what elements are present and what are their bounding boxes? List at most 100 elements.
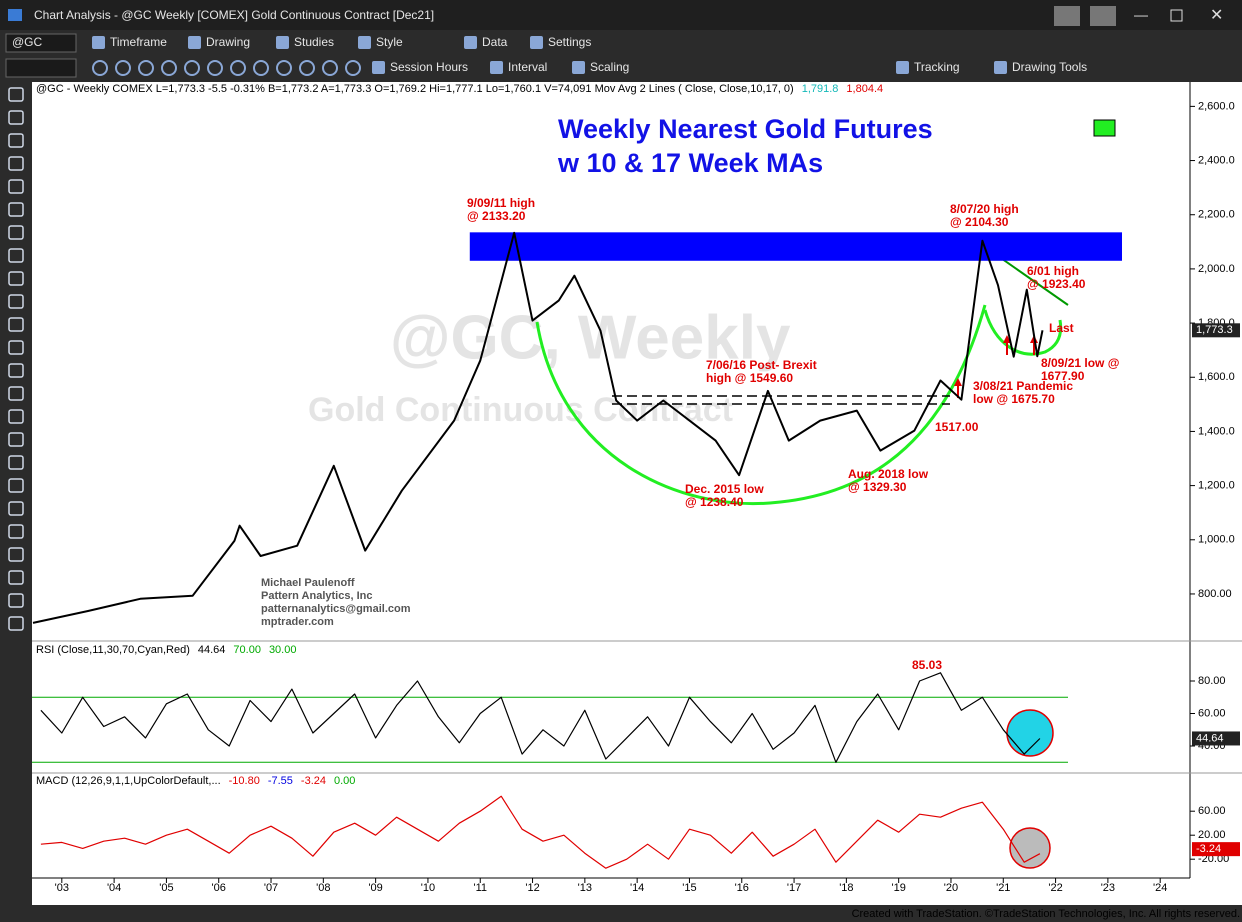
x-tick-label: '14 <box>630 882 644 894</box>
y-tick-label: 2,600.0 <box>1198 100 1235 112</box>
tool-icon[interactable] <box>322 60 338 76</box>
x-tick-label: '17 <box>787 882 801 894</box>
macd-header: MACD (12,26,9,1,1,UpColorDefault,... -10.… <box>36 775 355 787</box>
drawing-tool[interactable] <box>8 294 24 309</box>
drawing-tool[interactable] <box>8 179 24 194</box>
author-line: Michael Paulenoff <box>261 577 355 589</box>
left-toolbar <box>8 87 24 631</box>
header-text: @GC - Weekly COMEX L=1,773.3 -5.5 -0.31%… <box>36 83 794 95</box>
tool-icon[interactable] <box>299 60 315 76</box>
minimize[interactable]: — <box>1134 7 1148 23</box>
x-tick-label: '13 <box>578 882 592 894</box>
toolbar-item[interactable]: Tracking <box>914 60 960 74</box>
tool-icon[interactable] <box>207 60 223 76</box>
tool-icon[interactable] <box>138 60 154 76</box>
tool-icon[interactable] <box>161 60 177 76</box>
drawing-tool[interactable] <box>8 409 24 424</box>
app-icon <box>8 9 22 21</box>
drawing-tool[interactable] <box>8 202 24 217</box>
drawing-tool[interactable] <box>8 317 24 332</box>
drawing-tool[interactable] <box>8 570 24 585</box>
tool-icon <box>92 36 105 49</box>
drawing-tool[interactable] <box>8 524 24 539</box>
x-tick-label: '09 <box>368 882 382 894</box>
interval-box[interactable] <box>5 58 77 78</box>
toolbar-item[interactable]: Style <box>376 35 403 49</box>
drawing-tool[interactable] <box>8 271 24 286</box>
window-title: Chart Analysis - @GC Weekly [COMEX] Gold… <box>34 8 434 22</box>
tool-icon <box>572 61 585 74</box>
annotation: @ 1238.40 <box>685 495 744 509</box>
drawing-tool[interactable] <box>8 616 24 631</box>
y-tick-label: 20.00 <box>1198 829 1226 841</box>
x-tick-label: '06 <box>212 882 226 894</box>
toolbar-item[interactable]: Interval <box>508 60 547 74</box>
drawing-tool[interactable] <box>8 593 24 608</box>
toolbar-item[interactable]: Data <box>482 35 508 49</box>
drawing-tool[interactable] <box>8 156 24 171</box>
annotation: low @ 1675.70 <box>973 392 1055 406</box>
tool-icon <box>530 36 543 49</box>
drawing-tool[interactable] <box>8 386 24 401</box>
ma1-readout: 1,791.8 <box>802 83 839 95</box>
drawing-tool[interactable] <box>8 547 24 562</box>
tool-icon[interactable] <box>230 60 246 76</box>
x-tick-label: '24 <box>1153 882 1167 894</box>
toolbar-item[interactable]: Settings <box>548 35 591 49</box>
watermark-name: Gold Continuous Contract <box>308 391 733 429</box>
drawing-tool[interactable] <box>8 248 24 263</box>
x-tick-label: '23 <box>1101 882 1115 894</box>
x-tick-label: '22 <box>1048 882 1062 894</box>
toolbar-item[interactable]: Drawing Tools <box>1012 60 1087 74</box>
y-tick-label: 1,600.0 <box>1198 371 1235 383</box>
tool-icon <box>994 61 1007 74</box>
chart-area <box>32 82 1242 905</box>
macd-title: MACD (12,26,9,1,1,UpColorDefault,... <box>36 775 221 787</box>
toolbar-item[interactable]: Session Hours <box>390 60 468 74</box>
y-tick-label: 2,200.0 <box>1198 209 1235 221</box>
tool-icon[interactable] <box>276 60 292 76</box>
annotation: @ 2104.30 <box>950 215 1009 229</box>
close[interactable]: ✕ <box>1210 7 1223 24</box>
drawing-tool[interactable] <box>8 340 24 355</box>
drawing-tool[interactable] <box>8 501 24 516</box>
symbol: @GC <box>12 35 43 49</box>
toolbar-row-1: Timeframe Drawing Studies Style Data Settings <box>92 35 591 49</box>
drawing-tool[interactable] <box>8 225 24 240</box>
symbol-box[interactable] <box>5 33 77 53</box>
tool-icon[interactable] <box>92 60 108 76</box>
ma2-readout: 1,804.4 <box>846 83 883 95</box>
x-tick-label: '15 <box>682 882 696 894</box>
drawing-tool[interactable] <box>8 133 24 148</box>
drawing-tool[interactable] <box>8 455 24 470</box>
s-button[interactable] <box>1054 6 1080 26</box>
macd-readout: 0.00 <box>334 775 355 787</box>
toolbar-item[interactable]: Scaling <box>590 60 629 74</box>
toolbar-item[interactable]: Studies <box>294 35 334 49</box>
macd-highlight <box>1009 827 1051 869</box>
drawing-tool[interactable] <box>8 110 24 125</box>
toolbar-item[interactable]: Drawing <box>206 35 250 49</box>
x-tick-label: '10 <box>421 882 435 894</box>
annotation: Aug. 2018 low <box>848 467 929 481</box>
macd-readout: -10.80 <box>229 775 260 787</box>
tool-icon[interactable] <box>253 60 269 76</box>
annotation: 7/06/16 Post- Brexit <box>706 358 817 372</box>
tool-icon[interactable] <box>115 60 131 76</box>
x-tick-label: '03 <box>55 882 69 894</box>
drawing-tool[interactable] <box>8 432 24 447</box>
y-tick-label: 60.00 <box>1198 707 1226 719</box>
tool-icon[interactable] <box>345 60 361 76</box>
toolbar-item[interactable]: Timeframe <box>110 35 167 49</box>
rounding-bottom-arc <box>535 304 987 506</box>
maximize[interactable] <box>1170 9 1183 22</box>
tool-icon[interactable] <box>184 60 200 76</box>
last-value-label: 44.64 <box>1196 732 1224 744</box>
drawing-tool[interactable] <box>8 363 24 378</box>
y-tick-label: 800.00 <box>1198 588 1232 600</box>
drawing-tool[interactable] <box>8 478 24 493</box>
annotation: Dec. 2015 low <box>685 482 764 496</box>
drawing-tool[interactable] <box>8 87 24 102</box>
i-button[interactable] <box>1090 6 1116 26</box>
annotation: 8/07/20 high <box>950 202 1019 216</box>
